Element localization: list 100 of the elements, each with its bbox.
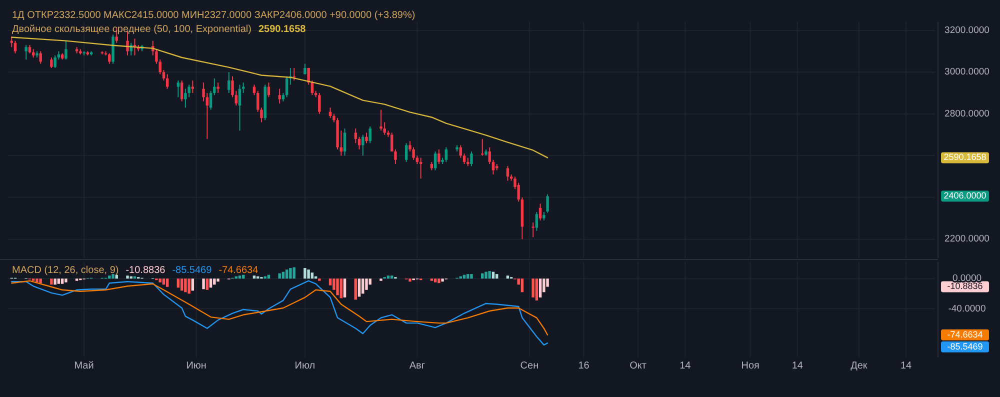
candlestick xyxy=(390,132,394,152)
bar xyxy=(538,278,542,298)
bar xyxy=(112,274,114,279)
candlestick xyxy=(365,132,368,144)
bar xyxy=(166,278,169,287)
bar xyxy=(438,278,440,284)
candlestick xyxy=(238,84,242,132)
candlestick xyxy=(191,80,194,94)
x-tick-label: Ноя xyxy=(741,360,760,372)
candlestick xyxy=(39,50,42,64)
bar xyxy=(488,271,491,279)
candlestick xyxy=(380,109,382,132)
y-tick-label: 3000.0000 xyxy=(944,66,990,78)
candlestick xyxy=(481,138,484,156)
bar xyxy=(470,274,473,279)
bar xyxy=(36,278,38,282)
bar xyxy=(365,278,368,290)
bar xyxy=(158,278,162,282)
bar xyxy=(216,278,220,282)
candlestick xyxy=(285,76,288,98)
bar xyxy=(408,278,412,282)
bar xyxy=(191,278,194,291)
bar xyxy=(206,278,209,290)
candlestick xyxy=(394,148,397,165)
bar xyxy=(506,276,510,279)
x-tick-label: Авг xyxy=(409,360,426,372)
bar xyxy=(184,278,187,292)
candlestick xyxy=(318,92,321,114)
series-label: Двойное скользящее среднее (50, 100, Exponential) xyxy=(12,24,252,35)
bar xyxy=(278,273,281,279)
line-series xyxy=(11,36,548,158)
candlestick xyxy=(470,150,473,167)
candlestick xyxy=(292,67,296,81)
bar xyxy=(264,276,266,279)
bar xyxy=(188,278,190,294)
bar xyxy=(307,270,310,279)
annotation: -10.8836 xyxy=(126,264,166,276)
x-tick-label: 14 xyxy=(792,360,804,372)
candlestick xyxy=(216,82,220,94)
candlestick xyxy=(535,212,538,232)
bar xyxy=(64,278,68,282)
bar xyxy=(54,278,56,285)
candlestick xyxy=(267,82,270,98)
bar xyxy=(304,268,306,279)
candlestick xyxy=(444,146,448,162)
y-tick-label: -40.0000 xyxy=(948,303,986,314)
bar xyxy=(176,278,180,288)
candlestick xyxy=(532,222,534,238)
candlestick xyxy=(180,80,184,102)
bar xyxy=(434,278,437,282)
text: -74.6634 xyxy=(947,329,983,340)
annotation: -85.5469 xyxy=(172,264,212,276)
bar xyxy=(484,272,488,279)
bar xyxy=(126,276,129,279)
y-tick-label: 2800.0000 xyxy=(944,108,990,120)
bar xyxy=(441,278,444,282)
candlestick xyxy=(462,153,466,165)
chart-title: MACD (12, 26, close, 9) xyxy=(12,264,119,276)
bar xyxy=(336,278,339,296)
candlestick xyxy=(368,126,372,144)
line-series xyxy=(11,280,548,336)
candlestick xyxy=(184,88,187,108)
bar xyxy=(57,278,60,284)
bar xyxy=(354,278,357,300)
candlestick xyxy=(50,57,53,68)
candlestick xyxy=(64,40,68,60)
y-tick-label: 3200.0000 xyxy=(944,24,990,36)
x-tick-label: Сен xyxy=(520,360,539,372)
bar xyxy=(362,278,364,294)
bar xyxy=(340,278,342,298)
candlestick xyxy=(546,194,549,214)
text: -85.5469 xyxy=(947,341,983,352)
candlestick xyxy=(404,142,408,162)
bar xyxy=(495,274,498,279)
bar xyxy=(535,278,538,300)
bar xyxy=(358,278,361,297)
bar xyxy=(39,278,42,284)
text: -10.8836 xyxy=(947,281,983,292)
y-tick-label: 2200.0000 xyxy=(944,234,990,245)
x-tick-label: 14 xyxy=(900,360,912,372)
x-tick-label: Июн xyxy=(186,360,206,372)
text: 2406.0000 xyxy=(944,190,986,201)
bar xyxy=(209,278,212,288)
annotation: -74.6634 xyxy=(218,264,259,276)
candlestick xyxy=(343,128,346,156)
line-series xyxy=(11,280,548,346)
bar xyxy=(289,268,292,279)
candlestick xyxy=(209,90,212,110)
bar xyxy=(252,276,256,279)
x-tick-label: 16 xyxy=(578,360,590,372)
bar xyxy=(60,278,64,284)
bar xyxy=(390,276,394,279)
bar xyxy=(202,278,205,290)
bar xyxy=(310,272,314,279)
bar xyxy=(532,278,534,298)
bar xyxy=(238,276,242,279)
candlestick xyxy=(438,148,440,165)
candlestick xyxy=(434,150,437,171)
annotation: 2590.1658 xyxy=(258,24,306,35)
candlestick xyxy=(228,72,230,94)
